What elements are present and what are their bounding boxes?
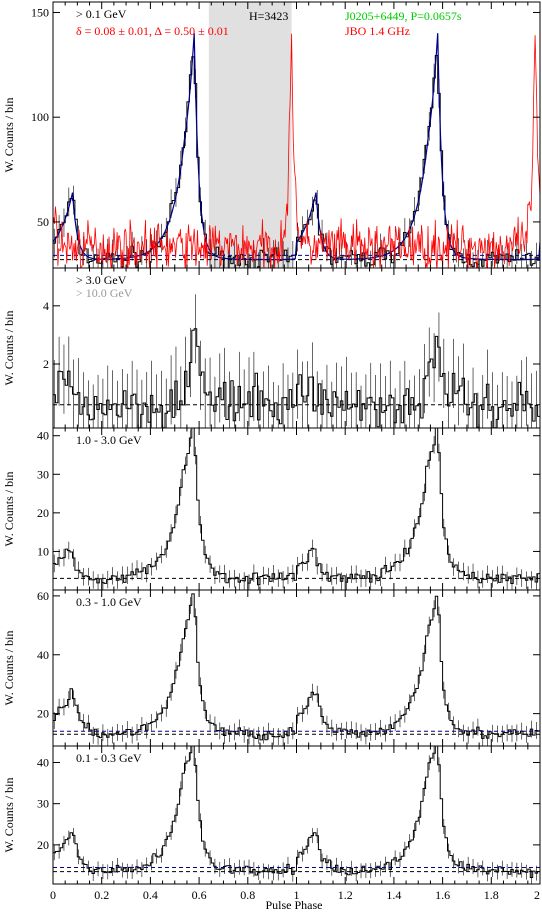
panel-top: 50 100 150 W. Counts / bin > 0.1 GeV δ = 0.08… [2,1,541,269]
y-tick-label: 20 [37,707,49,721]
fit-curve [53,33,540,261]
y-axis-label: W. Counts / bin [2,778,16,853]
energy-label: 1.0 - 3.0 GeV [76,433,142,447]
y-tick-label: 20 [37,838,49,852]
energy-label: > 0.1 GeV [76,7,127,21]
y-tick-label: 40 [37,755,49,769]
energy-label: 0.3 - 1.0 GeV [76,595,142,609]
x-tick-label: 1.6 [435,888,450,902]
y-tick-label: 4 [43,299,49,313]
x-tick-label: 1.2 [338,888,353,902]
y-axis-label: W. Counts / bin [2,98,16,173]
x-tick-label: 0 [50,888,56,902]
radio-profile [53,33,540,268]
y-axis-label: W. Counts / bin [2,631,16,706]
offpulse-region [208,2,292,268]
y-tick-label: 40 [37,429,49,443]
pulsar-label: J0205+6449, P=0.0657s [345,9,462,23]
htest-label: H=3423 [249,9,288,23]
panel-0.1-0.3: 20 30 40 W. Counts / bin 0.1 - 0.3 GeV [2,745,541,885]
x-tick-label: 0.2 [94,888,109,902]
fit-label: δ = 0.08 ± 0.01, Δ = 0.50 ± 0.01 [76,24,229,38]
panel-gt3: 2 4 W. Counts / bin > 3.0 GeV> 10.0 GeV [2,267,541,429]
y-tick-label: 30 [37,467,49,481]
x-tick-label: 0.8 [240,888,255,902]
y-tick-label: 30 [37,797,49,811]
gamma-profile [53,428,540,586]
x-tick-label: 1.8 [484,888,499,902]
y-tick-label: 2 [43,357,49,371]
y-tick-label: 150 [31,5,49,19]
x-tick-label: 1.4 [386,888,401,902]
x-tick-label: 1 [294,888,300,902]
y-tick-label: 100 [31,110,49,124]
gamma-profile [53,593,540,741]
y-tick-label: 10 [37,544,49,558]
y-axis-label: W. Counts / bin [2,311,16,386]
y-tick-label: 40 [37,648,49,662]
x-axis-label: Pulse Phase [266,898,323,912]
panel-0.3-1: 20 40 60 W. Counts / bin 0.3 - 1.0 GeV [2,589,541,747]
x-tick-label: 2 [534,888,540,902]
y-tick-label: 20 [37,506,49,520]
panel-1-3: 10 20 30 40 W. Counts / bin 1.0 - 3.0 GeV [2,427,541,591]
energy-label: 0.1 - 0.3 GeV [76,751,142,765]
radio-label: JBO 1.4 GHz [345,24,410,38]
energy-label: > 3.0 GeV [76,273,127,287]
y-axis-label: W. Counts / bin [2,472,16,547]
plot-frame [52,1,541,269]
y-tick-label: 50 [37,215,49,229]
gamma-profile [53,328,540,428]
x-tick-label: 0.4 [143,888,158,902]
x-tick-label: 0.6 [192,888,207,902]
energy-label-2: > 10.0 GeV [76,286,133,300]
y-tick-label: 60 [37,589,49,603]
gamma-profile [53,746,540,878]
